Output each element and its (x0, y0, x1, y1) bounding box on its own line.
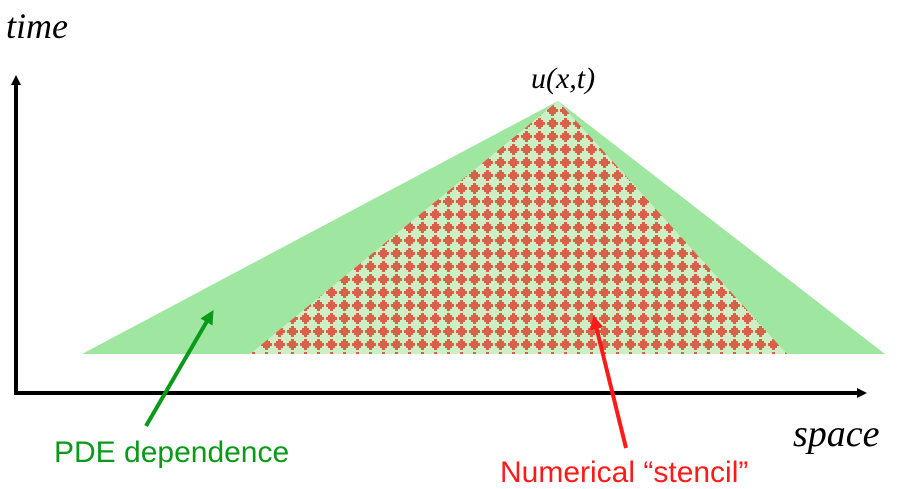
apex-point-label: u(x,t) (531, 62, 595, 95)
numerical-stencil-arrow (589, 315, 628, 449)
pde-dependence-arrow (144, 309, 214, 428)
space-axis-label: space (793, 413, 880, 455)
numerical-stencil-region (250, 101, 787, 354)
pde-dependence-label: PDE dependence (54, 436, 289, 469)
time-axis-label: time (6, 6, 68, 46)
numerical-stencil-label: Numerical “stencil” (500, 456, 748, 489)
